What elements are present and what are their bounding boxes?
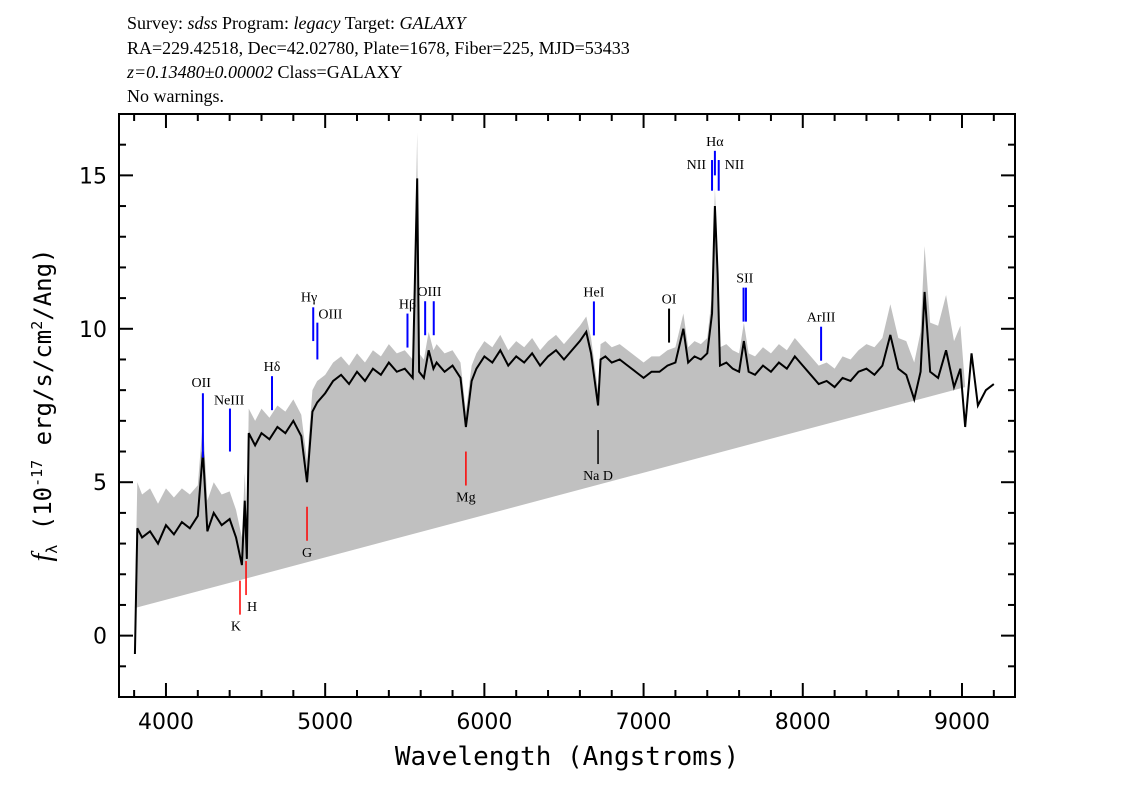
survey-label: Survey: [127,13,188,33]
line-h--label: Hα [706,135,724,150]
line-h--label: Hβ [399,298,416,313]
x-tick-label: 6000 [456,710,512,735]
line-sii-label: SII [736,272,753,287]
x-tick-label: 8000 [775,710,831,735]
line-h-label: H [247,600,257,615]
line-k-label: K [231,620,241,635]
y-label-sub: λ [42,544,61,554]
line-nii-label: NII [687,158,707,173]
y-label-post: /Ang) [29,248,58,321]
x-tick-label: 5000 [297,710,353,735]
target-label: Target: [340,13,400,33]
x-tick-label: 9000 [934,710,990,735]
y-tick-label: 0 [93,625,107,650]
line-hei-label: HeI [583,285,604,300]
line-oi-label: OI [662,293,677,308]
line-oii-label: OII [191,376,211,391]
line-oiii-label: OIII [417,285,441,300]
y-label-pre: (10 [29,486,58,545]
program-value: legacy [293,13,341,33]
y-tick-label: 5 [93,471,107,496]
y-label-symbol: f [27,553,59,562]
line-oiii-label: OIII [318,308,342,323]
line-h--label: Hδ [264,360,281,375]
target-value: GALAXY [399,13,466,33]
x-tick-label: 4000 [138,710,194,735]
line-ariii-label: ArIII [807,311,836,326]
error-band [134,132,966,609]
line-neiii-label: NeIII [214,394,245,409]
redshift-value: z=0.13480±0.00002 [127,62,274,82]
y-tick-label: 15 [79,164,107,189]
plot-frame [118,113,1016,698]
line-na-d-label: Na D [583,469,613,484]
y-label-exp2: 2 [28,320,47,330]
line-mg-label: Mg [456,491,475,506]
flux-line [133,178,995,655]
line-h--label: Hγ [301,290,317,305]
survey-value: sdss [187,13,218,33]
y-axis-label: fλ (10-17 erg/s/cm2/Ang) [27,248,61,561]
y-tick-label: 10 [79,318,107,343]
class-value: Class=GALAXY [273,62,403,82]
line-nii-label: NII [725,158,745,173]
y-label-exp: -17 [28,459,47,487]
x-axis-label: Wavelength (Angstroms) [0,742,1134,772]
header-redshift-line: z=0.13480±0.00002 Class=GALAXY [127,61,403,83]
header-coordinates-line: RA=229.42518, Dec=42.02780, Plate=1678, … [127,38,630,58]
header-survey-line: Survey: sdss Program: legacy Target: GAL… [127,12,466,34]
header-warnings-line: No warnings. [127,86,224,106]
program-label: Program: [217,13,294,33]
line-g-label: G [302,546,312,561]
x-tick-label: 7000 [616,710,672,735]
x-axis-label-text: Wavelength (Angstroms) [394,742,740,772]
y-label-mid: erg/s/cm [29,329,58,460]
